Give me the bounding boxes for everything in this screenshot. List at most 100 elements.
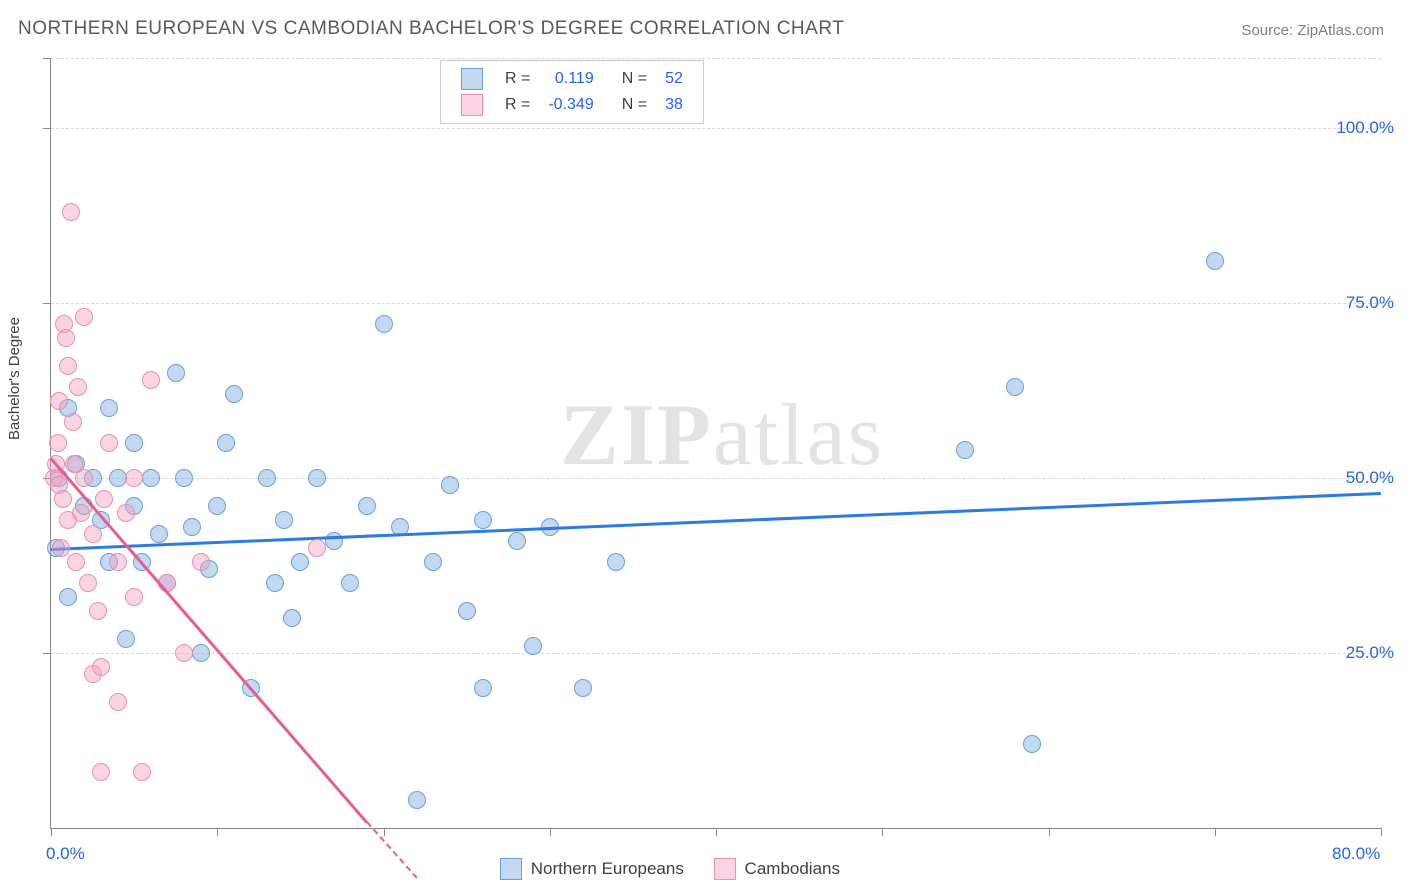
data-point [308,539,326,557]
data-point [458,602,476,620]
n-label: N = [604,93,655,117]
data-point [1023,735,1041,753]
y-axis-label: Bachelor's Degree [6,317,23,440]
data-point [95,490,113,508]
data-point [150,525,168,543]
data-point [291,553,309,571]
gridline [51,58,1381,59]
r-value: -0.349 [540,93,601,117]
data-point [607,553,625,571]
trend-line-extrapolated [366,821,417,878]
gridline [51,303,1381,304]
x-tick [1215,828,1216,836]
data-point [67,553,85,571]
r-label: R = [497,93,538,117]
x-tick [1049,828,1050,836]
data-point [54,490,72,508]
legend-correlation: R =0.119N =52R =-0.349N =38 [440,60,704,124]
data-point [52,539,70,557]
data-point [50,392,68,410]
data-point [125,588,143,606]
data-point [358,497,376,515]
legend-label: Cambodians [740,859,840,878]
data-point [125,469,143,487]
x-tick [217,828,218,836]
legend-series: Northern Europeans Cambodians [500,858,870,880]
data-point [175,644,193,662]
legend-row: R =0.119N =52 [453,67,691,91]
data-point [266,574,284,592]
data-point [117,630,135,648]
r-value: 0.119 [540,67,601,91]
legend-swatch [714,858,736,880]
data-point [62,203,80,221]
x-tick [51,828,52,836]
data-point [192,644,210,662]
data-point [125,434,143,452]
data-point [59,357,77,375]
x-tick-label: 80.0% [1332,844,1380,864]
data-point [308,469,326,487]
data-point [424,553,442,571]
y-tick-label: 75.0% [1346,293,1394,313]
y-tick [43,58,51,59]
data-point [75,469,93,487]
data-point [508,532,526,550]
data-point [69,378,87,396]
data-point [474,679,492,697]
data-point [64,413,82,431]
legend-swatch [500,858,522,880]
data-point [79,574,97,592]
data-point [183,518,201,536]
data-point [59,588,77,606]
gridline [51,653,1381,654]
legend-swatch [461,94,483,116]
x-tick-label: 0.0% [46,844,85,864]
y-tick [43,128,51,129]
n-label: N = [604,67,655,91]
data-point [325,532,343,550]
plot-area [50,58,1381,829]
y-tick [43,653,51,654]
data-point [1206,252,1224,270]
r-label: R = [497,67,538,91]
data-point [408,791,426,809]
x-tick [882,828,883,836]
data-point [133,763,151,781]
data-point [275,511,293,529]
y-tick-label: 25.0% [1346,643,1394,663]
data-point [92,658,110,676]
data-point [217,434,235,452]
data-point [109,553,127,571]
data-point [1006,378,1024,396]
data-point [57,329,75,347]
data-point [49,434,67,452]
y-tick [43,303,51,304]
data-point [100,434,118,452]
data-point [109,693,127,711]
data-point [208,497,226,515]
data-point [117,504,135,522]
chart-title: NORTHERN EUROPEAN VS CAMBODIAN BACHELOR'… [18,18,844,40]
data-point [474,511,492,529]
data-point [109,469,127,487]
data-point [142,469,160,487]
data-point [84,525,102,543]
data-point [956,441,974,459]
gridline [51,128,1381,129]
n-value: 52 [657,67,691,91]
data-point [283,609,301,627]
data-point [72,504,90,522]
data-point [75,308,93,326]
legend-label: Northern Europeans [526,859,684,878]
x-tick [716,828,717,836]
legend-swatch [461,68,483,90]
x-tick [1381,828,1382,836]
data-point [100,399,118,417]
data-point [375,315,393,333]
data-point [192,553,210,571]
data-point [175,469,193,487]
x-tick [550,828,551,836]
data-point [574,679,592,697]
data-point [167,364,185,382]
